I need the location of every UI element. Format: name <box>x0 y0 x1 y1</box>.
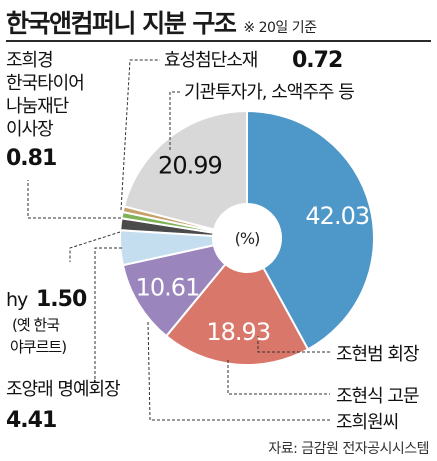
label-slice-4-line2: (옛 한국 <box>12 316 60 334</box>
leader-3 <box>94 247 122 380</box>
slice-0 <box>246 109 375 351</box>
value-slice-6: 0.72 <box>292 48 342 73</box>
slice-value-1: 18.93 <box>206 318 270 346</box>
leader-0 <box>257 336 330 353</box>
label-slice-5-line4: 이사장 <box>6 119 53 140</box>
slice-value-7: 20.99 <box>158 151 222 179</box>
leader-1 <box>227 360 330 395</box>
chart-title: 한국앤컴퍼니 지분 구조 <box>6 9 237 38</box>
leader-4 <box>69 231 121 262</box>
title-row: 한국앤컴퍼니 지분 구조 ※ 20일 기준 <box>6 4 317 40</box>
label-slice-4-line1: hy <box>6 289 28 311</box>
value-slice-4: 1.50 <box>36 287 87 312</box>
label-slice-7: 기관투자가, 소액주주 등 <box>184 82 354 103</box>
center-label: (%) <box>235 229 260 248</box>
slice-value-0: 42.03 <box>305 202 369 230</box>
slice-value-2: 10.61 <box>136 274 200 302</box>
value-slice-5: 0.81 <box>6 146 56 171</box>
label-slice-6: 효성첨단소재 <box>164 50 257 71</box>
slice-2 <box>121 244 227 338</box>
label-slice-0: 조현범 회장 <box>336 344 419 365</box>
slice-1 <box>164 262 310 366</box>
title-rule <box>6 40 431 42</box>
slices <box>119 109 375 366</box>
leader-lines <box>27 59 330 421</box>
label-slice-5-line3: 나눔재단 <box>6 96 69 117</box>
value-slice-3: 4.41 <box>6 408 56 433</box>
leader-5 <box>27 180 121 219</box>
leader-2 <box>147 321 330 421</box>
leader-6 <box>120 59 160 211</box>
label-slice-5-line1: 조희경 <box>6 50 53 71</box>
label-slice-2: 조희원씨 <box>336 412 398 433</box>
label-slice-4-line3: 야쿠르트) <box>10 338 66 356</box>
label-slice-1: 조현식 고문 <box>336 386 419 407</box>
leader-7 <box>169 91 180 150</box>
slice-7 <box>122 109 248 231</box>
source-note: 자료: 금감원 전자공시시스템 <box>268 441 429 457</box>
label-slice-5-line2: 한국타이어 <box>6 73 84 94</box>
label-slice-3: 조양래 명예회장 <box>6 379 120 400</box>
date-note: ※ 20일 기준 <box>243 20 317 36</box>
